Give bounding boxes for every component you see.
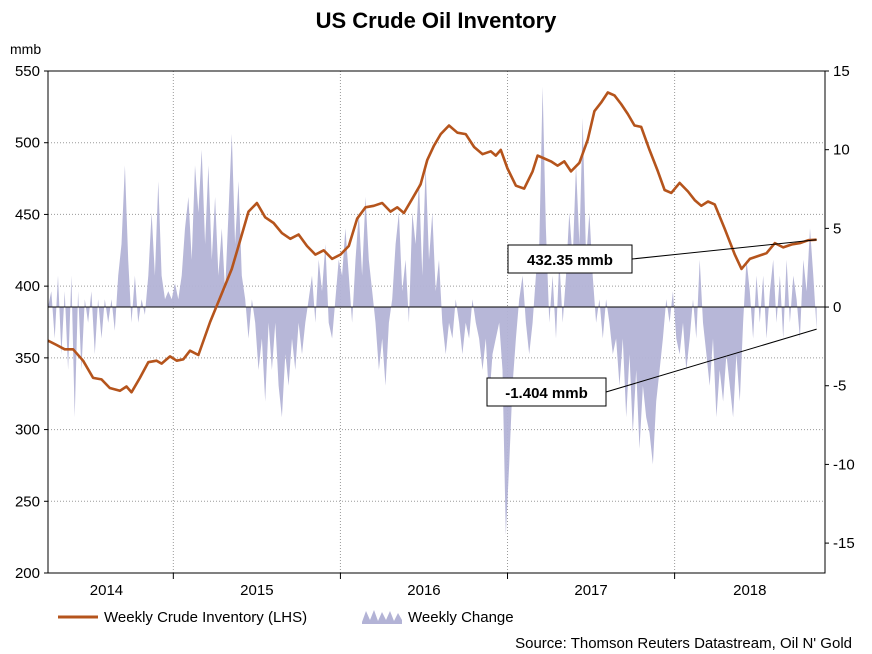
weekly-crude-inventory-series [47, 91, 817, 394]
x-tick-label: 2014 [90, 582, 123, 599]
right-tick-label: -10 [833, 456, 855, 473]
legend-swatch-weekly-change [362, 610, 402, 624]
weekly-change-series [48, 86, 817, 536]
left-tick-label: 400 [15, 278, 40, 295]
grid [48, 71, 825, 573]
callout-leader [631, 239, 817, 260]
source-note: Source: Thomson Reuters Datastream, Oil … [515, 635, 852, 652]
right-tick-label: 15 [833, 63, 850, 80]
weekly-change-area [48, 86, 817, 536]
left-tick-label: 550 [15, 63, 40, 80]
legend-label-inventory: Weekly Crude Inventory (LHS) [104, 609, 307, 626]
callout-label: 432.35 mmb [527, 252, 613, 269]
plot-frame [47, 70, 826, 574]
left-tick-label: 200 [15, 565, 40, 582]
legend: Weekly Crude Inventory (LHS) Weekly Chan… [58, 609, 514, 626]
x-tick-label: 2018 [733, 582, 766, 599]
left-axis-unit: mmb [10, 41, 41, 57]
right-axis: -15 -10 -5 0 5 10 15 [825, 63, 855, 552]
callouts: 432.35 mmb -1.404 mmb [486, 239, 817, 407]
callout-label: -1.404 mmb [505, 385, 588, 402]
left-tick-label: 300 [15, 422, 40, 439]
inventory-line [47, 91, 817, 394]
callout-leader [605, 328, 817, 393]
x-tick-label: 2017 [574, 582, 607, 599]
x-tick-label: 2016 [407, 582, 440, 599]
callout-box [486, 377, 607, 407]
legend-label-weekly-change: Weekly Change [408, 609, 514, 626]
left-tick-label: 250 [15, 493, 40, 510]
left-tick-label: 450 [15, 206, 40, 223]
x-axis: 2014 2015 2016 2017 2018 [90, 573, 766, 599]
left-tick-label: 500 [15, 135, 40, 152]
x-tick-label: 2015 [240, 582, 273, 599]
left-tick-label: 350 [15, 350, 40, 367]
right-tick-label: -15 [833, 535, 855, 552]
right-tick-label: -5 [833, 378, 846, 395]
right-tick-label: 10 [833, 142, 850, 159]
right-tick-label: 5 [833, 220, 841, 237]
right-tick-label: 0 [833, 299, 841, 316]
callout-box [507, 244, 633, 274]
left-axis: 200 250 300 350 400 450 500 550 [15, 63, 48, 582]
chart-title: US Crude Oil Inventory [316, 8, 558, 33]
